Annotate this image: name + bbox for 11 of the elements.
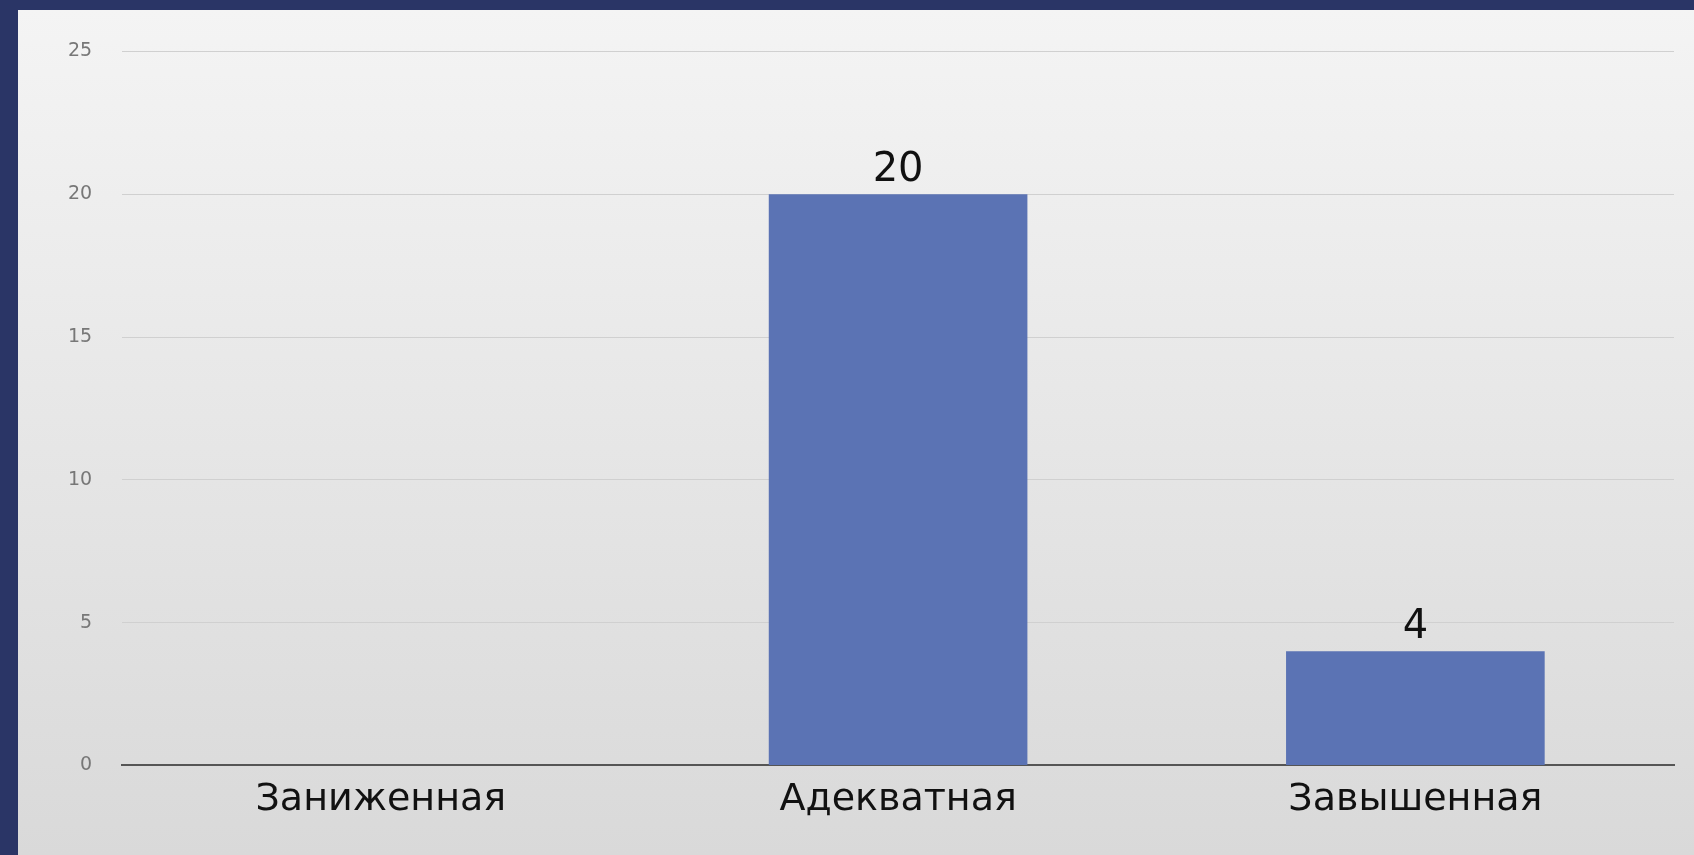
y-tick-label: 10 xyxy=(67,466,93,489)
y-tick-label: 0 xyxy=(80,752,93,775)
x-tick-label: Завышенная xyxy=(1288,775,1543,820)
y-tick-label: 20 xyxy=(67,181,93,204)
y-tick-label: 15 xyxy=(67,323,93,346)
x-tick-label: Заниженная xyxy=(255,775,507,820)
data-label: 20 xyxy=(872,143,924,190)
y-tick-label: 5 xyxy=(80,609,93,632)
y-tick-label: 25 xyxy=(67,38,93,61)
data-label: 4 xyxy=(1402,600,1429,647)
x-tick-label: Адекватная xyxy=(779,775,1017,820)
